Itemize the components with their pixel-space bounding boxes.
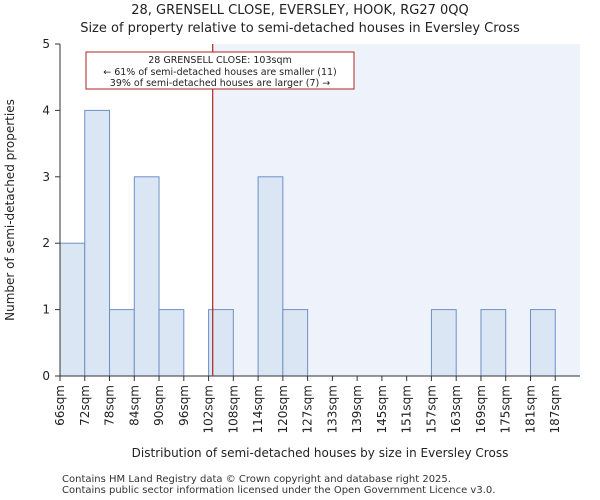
- x-tick-label-187sqm: 187sqm: [548, 385, 562, 433]
- x-tick-label-133sqm: 133sqm: [325, 385, 339, 433]
- x-tick-label-175sqm: 175sqm: [499, 385, 513, 433]
- y-tick-label: 2: [42, 236, 50, 250]
- bar-157sqm: [431, 310, 456, 376]
- bar-84sqm: [134, 177, 159, 376]
- annotation-line3: 39% of semi-detached houses are larger (…: [110, 78, 330, 89]
- bar-169sqm: [481, 310, 506, 376]
- x-tick-label-72sqm: 72sqm: [78, 385, 92, 426]
- x-tick-label-96sqm: 96sqm: [177, 385, 191, 426]
- x-tick-label-78sqm: 78sqm: [103, 385, 117, 426]
- x-tick-label-127sqm: 127sqm: [301, 385, 315, 433]
- x-tick-label-108sqm: 108sqm: [226, 385, 240, 433]
- x-tick-label-163sqm: 163sqm: [449, 385, 463, 433]
- x-axis-title: Distribution of semi-detached houses by …: [132, 446, 509, 460]
- y-tick-label: 0: [42, 369, 50, 383]
- bar-181sqm: [530, 310, 555, 376]
- footer-licence: Contains public sector information licen…: [62, 485, 495, 496]
- bar-120sqm: [283, 310, 308, 376]
- x-tick-label-145sqm: 145sqm: [375, 385, 389, 433]
- bar-72sqm: [85, 110, 110, 376]
- x-tick-label-120sqm: 120sqm: [276, 385, 290, 433]
- x-tick-label-84sqm: 84sqm: [127, 385, 141, 426]
- x-tick-label-66sqm: 66sqm: [53, 385, 67, 426]
- bar-66sqm: [60, 243, 85, 376]
- x-tick-label-169sqm: 169sqm: [474, 385, 488, 433]
- x-tick-label-157sqm: 157sqm: [424, 385, 438, 433]
- y-tick-label: 5: [42, 37, 50, 51]
- x-tick-label-114sqm: 114sqm: [251, 385, 265, 433]
- bar-78sqm: [110, 310, 135, 376]
- x-tick-label-151sqm: 151sqm: [400, 385, 414, 433]
- y-tick-label: 4: [42, 103, 50, 117]
- bar-90sqm: [159, 310, 184, 376]
- annotation-line1: 28 GRENSELL CLOSE: 103sqm: [148, 55, 292, 66]
- histogram-chart: 0 1 2 3 4 5 66sqm 72sqm 78sqm 84sqm 90sqm 96sqm 102s…: [0, 0, 600, 500]
- y-tick-label: 3: [42, 170, 50, 184]
- x-tick-label-139sqm: 139sqm: [350, 385, 364, 433]
- y-tick-label: 1: [42, 303, 50, 317]
- bar-114sqm: [258, 177, 283, 376]
- y-axis-title: Number of semi-detached properties: [3, 99, 17, 321]
- footer-copyright: Contains HM Land Registry data © Crown c…: [62, 474, 451, 485]
- x-tick-label-181sqm: 181sqm: [523, 385, 537, 433]
- x-tick-label-90sqm: 90sqm: [152, 385, 166, 426]
- annotation-line2: ← 61% of semi-detached houses are smalle…: [103, 67, 337, 78]
- x-tick-label-102sqm: 102sqm: [202, 385, 216, 433]
